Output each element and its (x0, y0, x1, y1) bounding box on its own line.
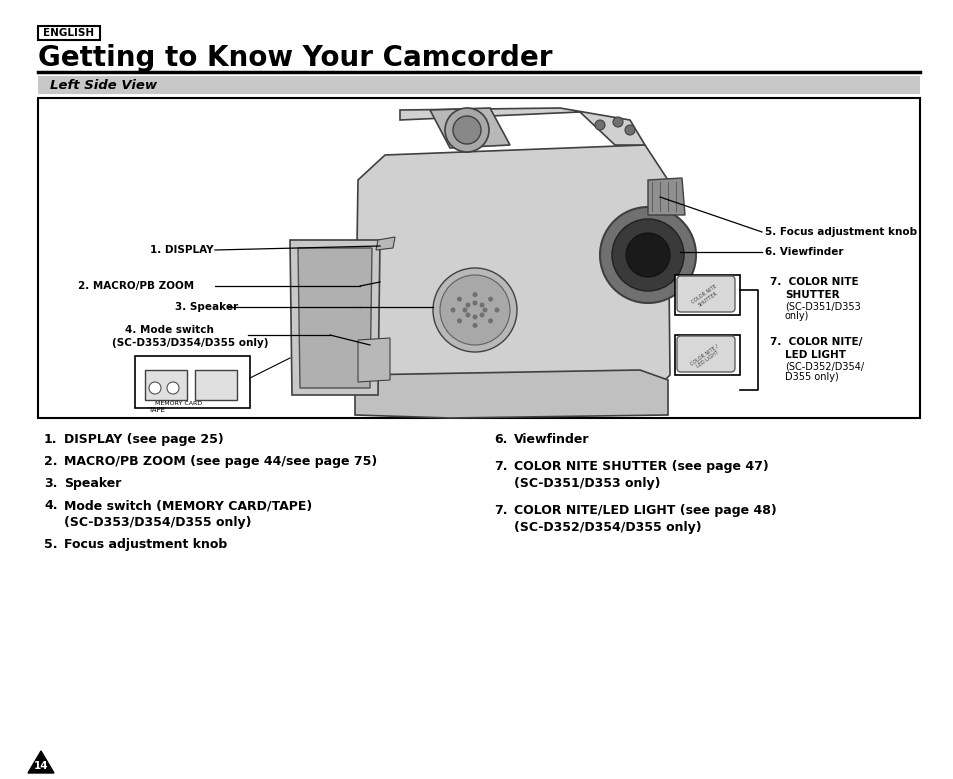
Circle shape (624, 125, 635, 135)
Text: 2.: 2. (44, 455, 57, 468)
Text: Left Side View: Left Side View (50, 79, 157, 91)
Circle shape (472, 292, 477, 297)
Text: LED LIGHT: LED LIGHT (784, 350, 845, 360)
Text: COLOR NITE SHUTTER (see page 47): COLOR NITE SHUTTER (see page 47) (514, 460, 768, 473)
Circle shape (444, 108, 489, 152)
Bar (38, 98, 919, 418)
Polygon shape (355, 370, 667, 418)
Circle shape (488, 319, 493, 323)
Bar (135, 356, 250, 408)
Circle shape (167, 382, 179, 394)
Text: 4.: 4. (44, 499, 57, 512)
Text: Getting to Know Your Camcorder: Getting to Know Your Camcorder (38, 44, 552, 72)
Text: COLOR NITE
SHUTTER: COLOR NITE SHUTTER (690, 284, 720, 310)
Text: Speaker: Speaker (64, 477, 121, 490)
Circle shape (479, 312, 484, 318)
Circle shape (439, 275, 510, 345)
Text: (SC-D353/D354/D355 only): (SC-D353/D354/D355 only) (112, 338, 268, 348)
Text: (SC-D352/D354/D355 only): (SC-D352/D354/D355 only) (514, 521, 700, 534)
Text: COLOR NITE/LED LIGHT (see page 48): COLOR NITE/LED LIGHT (see page 48) (514, 504, 776, 517)
Circle shape (612, 219, 683, 291)
Text: 3.: 3. (44, 477, 57, 490)
Circle shape (488, 297, 493, 301)
Text: (SC-D351/D353 only): (SC-D351/D353 only) (514, 477, 659, 490)
Circle shape (494, 308, 499, 312)
Circle shape (465, 312, 470, 318)
Text: (SC-D352/D354/: (SC-D352/D354/ (784, 361, 863, 371)
FancyBboxPatch shape (677, 276, 734, 312)
Text: (SC-D353/D354/D355 only): (SC-D353/D354/D355 only) (64, 516, 252, 529)
Text: 6. Viewfinder: 6. Viewfinder (764, 247, 842, 257)
Text: ENGLISH: ENGLISH (44, 28, 94, 38)
Polygon shape (28, 751, 54, 773)
Text: D355 only): D355 only) (784, 372, 838, 382)
Bar (194, 370, 236, 400)
Text: 3. Speaker: 3. Speaker (174, 302, 238, 312)
Text: 5.: 5. (44, 538, 57, 551)
Circle shape (456, 297, 461, 301)
Text: MACRO/PB ZOOM (see page 44/see page 75): MACRO/PB ZOOM (see page 44/see page 75) (64, 455, 376, 468)
Bar (38, 76, 919, 94)
Circle shape (472, 323, 477, 328)
Text: COLOR NITE /
LED LIGHT: COLOR NITE / LED LIGHT (689, 343, 721, 371)
Bar (675, 335, 740, 375)
Text: Focus adjustment knob: Focus adjustment knob (64, 538, 227, 551)
Circle shape (149, 382, 161, 394)
Circle shape (472, 301, 477, 305)
Circle shape (613, 117, 622, 127)
Circle shape (625, 233, 669, 277)
Text: TAPE: TAPE (148, 407, 165, 413)
Bar (675, 275, 740, 315)
Polygon shape (355, 145, 669, 410)
Text: 2. MACRO/PB ZOOM: 2. MACRO/PB ZOOM (78, 281, 193, 291)
Text: 7.: 7. (494, 460, 507, 473)
Text: Viewfinder: Viewfinder (514, 433, 589, 446)
Circle shape (433, 268, 517, 352)
Text: 14: 14 (33, 761, 49, 771)
Polygon shape (375, 237, 395, 250)
Text: 6.: 6. (494, 433, 507, 446)
Circle shape (456, 319, 461, 323)
Text: (SC-D351/D353: (SC-D351/D353 (784, 301, 860, 311)
Circle shape (450, 308, 455, 312)
Text: MEMORY CARD: MEMORY CARD (154, 400, 202, 406)
Polygon shape (399, 108, 644, 145)
Text: 4. Mode switch: 4. Mode switch (125, 325, 213, 335)
Circle shape (479, 302, 484, 308)
Text: only): only) (784, 311, 808, 321)
Text: DISPLAY (see page 25): DISPLAY (see page 25) (64, 433, 224, 446)
Text: 1. DISPLAY: 1. DISPLAY (150, 245, 213, 255)
Circle shape (472, 315, 477, 319)
Circle shape (462, 308, 467, 312)
Circle shape (595, 120, 604, 130)
Text: 7.  COLOR NITE: 7. COLOR NITE (769, 277, 858, 287)
Polygon shape (430, 108, 510, 148)
Circle shape (599, 207, 696, 303)
Text: Mode switch (MEMORY CARD/TAPE): Mode switch (MEMORY CARD/TAPE) (64, 499, 312, 512)
FancyBboxPatch shape (677, 336, 734, 372)
Circle shape (453, 116, 480, 144)
Circle shape (465, 302, 470, 308)
Bar (145, 370, 187, 400)
Polygon shape (290, 240, 379, 395)
Polygon shape (297, 248, 372, 388)
Text: 7.: 7. (494, 504, 507, 517)
Circle shape (482, 308, 487, 312)
Text: 1.: 1. (44, 433, 57, 446)
Polygon shape (647, 178, 684, 215)
Text: 5. Focus adjustment knob: 5. Focus adjustment knob (764, 227, 916, 237)
Bar (38, 26, 100, 40)
Polygon shape (357, 338, 390, 382)
Text: 7.  COLOR NITE/: 7. COLOR NITE/ (769, 337, 862, 347)
Text: SHUTTER: SHUTTER (784, 290, 839, 300)
